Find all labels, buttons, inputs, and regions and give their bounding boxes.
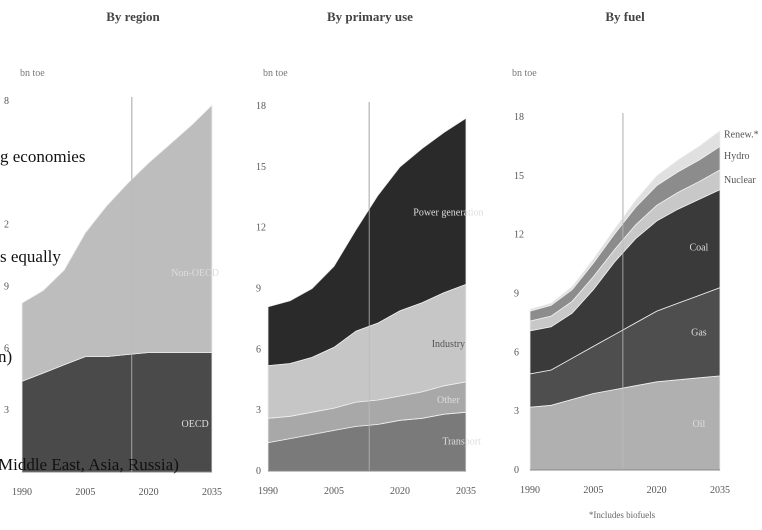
series-label: Oil bbox=[692, 419, 705, 430]
panel-by-primary-use: By primary use bn toe 0 3 6 9 12 15 18 1990 2005… bbox=[256, 9, 484, 497]
series-label: Coal bbox=[689, 242, 708, 253]
series-label: Other bbox=[437, 395, 460, 406]
y-tick-label: 18 bbox=[514, 112, 524, 123]
panel-title: By region bbox=[106, 9, 160, 24]
panel-by-fuel: By fuel bn toe 0 3 6 9 12 15 18 1990 2005 2020 203… bbox=[512, 9, 759, 496]
series-label: Non-OECD bbox=[171, 268, 219, 279]
y-tick-label: 3 bbox=[514, 406, 519, 417]
y-tick-label: 0 bbox=[256, 466, 261, 477]
y-tick-label: 9 bbox=[514, 289, 519, 300]
area-series-renew bbox=[529, 129, 721, 312]
y-tick-label: 9 bbox=[256, 284, 261, 295]
x-tick-label: 2005 bbox=[583, 485, 603, 496]
y-tick-label: 3 bbox=[256, 405, 261, 416]
y-tick-label: 6 bbox=[256, 344, 261, 355]
y-tick-label: 18 bbox=[256, 101, 266, 112]
y-unit-label: bn toe bbox=[263, 68, 288, 79]
y-unit-label: bn toe bbox=[20, 68, 45, 79]
y-tick-label: 12 bbox=[514, 230, 524, 241]
y-tick-label: 6 bbox=[4, 343, 9, 354]
y-unit-label: bn toe bbox=[512, 68, 537, 79]
series-label: Industry bbox=[432, 339, 465, 350]
panel-title: By primary use bbox=[327, 9, 413, 24]
panel-title: By fuel bbox=[605, 9, 645, 24]
series-label: Gas bbox=[691, 328, 707, 339]
series-label: Renew.* bbox=[724, 130, 759, 141]
y-tick-label: 0 bbox=[514, 465, 519, 476]
x-tick-label: 2035 bbox=[202, 487, 222, 498]
x-tick-label: 2020 bbox=[390, 486, 410, 497]
overlay-text-line: Middle East, Asia, Russia) bbox=[0, 455, 179, 474]
y-tick-label: 3 bbox=[4, 405, 9, 416]
x-tick-label: 1990 bbox=[12, 487, 32, 498]
series-label: OECD bbox=[181, 419, 208, 430]
y-tick-label: 12 bbox=[256, 223, 266, 234]
panel-by-region: By region bn toe 3 6 9 2 8 1990 2005 2020 2035 OE… bbox=[4, 9, 222, 498]
x-tick-label: 2020 bbox=[139, 487, 159, 498]
y-tick-label: 15 bbox=[256, 162, 266, 173]
x-tick-label: 2035 bbox=[710, 485, 730, 496]
overlay-text-line: s equally bbox=[0, 247, 61, 266]
y-tick-label: 9 bbox=[4, 282, 9, 293]
series-label: Power generation bbox=[413, 207, 483, 218]
area-series-power-generation bbox=[267, 117, 467, 367]
x-tick-label: 2005 bbox=[75, 487, 95, 498]
overlay-text-group: g economies s equally n) Middle East, As… bbox=[0, 147, 179, 474]
x-tick-label: 2005 bbox=[324, 486, 344, 497]
x-tick-label: 2035 bbox=[456, 486, 476, 497]
y-tick-label: 8 bbox=[4, 96, 9, 107]
y-tick-label: 6 bbox=[514, 347, 519, 358]
area-series-non-oecd bbox=[21, 104, 213, 382]
x-tick-label: 2020 bbox=[647, 485, 667, 496]
series-label: Nuclear bbox=[724, 175, 756, 186]
y-tick-label: 15 bbox=[514, 171, 524, 182]
overlay-text-line: n) bbox=[0, 347, 12, 366]
footnote: *Includes biofuels bbox=[589, 510, 656, 520]
series-label: Hydro bbox=[724, 151, 750, 162]
y-tick-label: 2 bbox=[4, 220, 9, 231]
series-label: Transport bbox=[442, 437, 481, 448]
x-tick-label: 1990 bbox=[520, 485, 540, 496]
x-tick-label: 1990 bbox=[258, 486, 278, 497]
overlay-text-line: g economies bbox=[0, 147, 85, 166]
